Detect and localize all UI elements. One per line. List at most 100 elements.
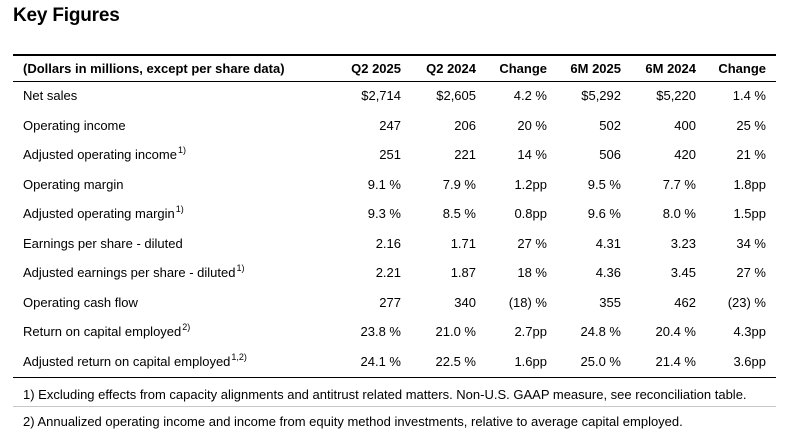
value-cell-q2-2024: 206 [454,117,476,133]
value-cell-6m-2024: 8.0 % [662,206,696,221]
value-cell-6m-change: 34 % [736,235,766,251]
row-label-cell: Adjusted return on capital employed1,2) [23,351,247,373]
value-cell-6m-change: 21 % [736,147,766,162]
value-cell-6m-2025: 4.36 [595,265,621,280]
page-title: Key Figures [13,5,120,26]
table-bottom-rule [13,377,776,378]
value-cell-6m-2025: 355 [599,294,621,310]
column-header-description: (Dollars in millions, except per share d… [23,61,285,76]
table-row: Adjusted operating income1) 251 221 14 % 506… [13,140,776,170]
row-label: Operating income [23,117,126,133]
value-cell-6m-2024: 7.7 % [662,176,696,192]
value-cell-6m-2025: 25.0 % [580,353,621,369]
value-cell-q-change: 14 % [517,147,547,162]
value-cell-q-change: 4.2 % [513,88,547,103]
row-label: Adjusted earnings per share - diluted [23,265,236,280]
row-label: Net sales [23,88,78,103]
value-cell-6m-change: 3.6pp [733,353,766,369]
value-cell-q2-2025: 23.8 % [360,324,401,339]
value-cell-6m-2024: 21.4 % [655,353,696,369]
value-cell-q-change: 0.8pp [514,206,547,221]
column-header-6m-2024: 6M 2024 [645,61,696,76]
table-row: Operating cash flow 277 340 (18) % 355 462 (23… [13,288,776,318]
row-label-cell: Earnings per share - diluted [23,233,183,255]
value-cell-q2-2024: 1.87 [450,265,476,280]
row-label: Earnings per share - diluted [23,235,183,251]
row-label: Adjusted return on capital employed [23,353,231,369]
value-cell-6m-2024: 3.23 [670,235,696,251]
value-cell-6m-2024: $5,220 [656,88,696,103]
table-top-rule [13,54,776,56]
table-row: Net sales $2,714 $2,605 4.2 % $5,292 $5,220 1.… [13,81,776,111]
column-header-q2-2024: Q2 2024 [426,61,476,76]
header-rule [13,81,776,82]
value-cell-q2-2025: 277 [379,294,401,310]
value-cell-6m-change: 1.5pp [733,206,766,221]
value-cell-6m-change: 1.4 % [732,88,766,103]
footnote-2: 2) Annualized operating income and incom… [23,414,683,429]
row-label-cell: Adjusted earnings per share - diluted1) [23,262,244,284]
value-cell-6m-2024: 20.4 % [655,324,696,339]
footnote-marker: 2) [182,322,191,332]
value-cell-6m-2025: 9.5 % [587,176,621,192]
value-cell-q-change: 18 % [517,265,547,280]
value-cell-q2-2025: 251 [379,147,401,162]
value-cell-6m-2024: 3.45 [670,265,696,280]
footnote-marker: 1) [175,204,184,214]
table-row: Operating margin 9.1 % 7.9 % 1.2pp 9.5 % 7.7 … [13,170,776,200]
value-cell-6m-2024: 462 [674,294,696,310]
value-cell-6m-change: 27 % [736,265,766,280]
value-cell-q2-2025: 9.3 % [367,206,401,221]
row-label-cell: Operating cash flow [23,292,138,314]
value-cell-6m-change: 25 % [736,117,766,133]
table-body: Net sales $2,714 $2,605 4.2 % $5,292 $5,220 1.… [13,81,776,376]
value-cell-6m-change: 4.3pp [733,324,766,339]
row-label-cell: Operating income [23,115,126,137]
value-cell-q2-2024: 21.0 % [435,324,476,339]
table-row: Operating income 247 206 20 % 502 400 25 % [13,111,776,141]
value-cell-6m-2024: 420 [674,147,696,162]
row-label: Return on capital employed [23,324,182,339]
table-row: Adjusted operating margin1) 9.3 % 8.5 % 0.8… [13,199,776,229]
table-row: Return on capital employed2) 23.8 % 21.0 %… [13,317,776,347]
footnote-marker: 1) [236,263,245,273]
value-cell-q-change: 27 % [517,235,547,251]
table-header-row: (Dollars in millions, except per share d… [13,57,776,81]
value-cell-q2-2025: 247 [379,117,401,133]
row-label: Operating cash flow [23,294,138,310]
value-cell-6m-change: (23) % [727,294,766,310]
column-header-q-change: Change [499,61,547,76]
value-cell-6m-2025: 24.8 % [580,324,621,339]
value-cell-q2-2024: 340 [454,294,476,310]
value-cell-q-change: 20 % [517,117,547,133]
value-cell-q-change: 1.6pp [514,353,547,369]
column-header-q2-2025: Q2 2025 [351,61,401,76]
row-label-cell: Adjusted operating income1) [23,144,186,166]
key-figures-table: (Dollars in millions, except per share d… [13,57,776,376]
row-label-cell: Net sales [23,85,77,107]
value-cell-q-change: (18) % [508,294,547,310]
column-header-6m-change: Change [718,61,766,76]
value-cell-q-change: 1.2pp [514,176,547,192]
value-cell-6m-2024: 400 [674,117,696,133]
value-cell-q2-2024: 7.9 % [442,176,476,192]
row-label-cell: Operating margin [23,174,123,196]
row-label-cell: Return on capital employed2) [23,321,190,343]
value-cell-6m-2025: 502 [599,117,621,133]
value-cell-q2-2025: 2.21 [375,265,401,280]
value-cell-q2-2024: 8.5 % [442,206,476,221]
row-label: Adjusted operating margin [23,206,175,221]
value-cell-q2-2025: 9.1 % [367,176,401,192]
footnote-marker: 1) [177,145,186,155]
value-cell-q2-2025: 24.1 % [360,353,401,369]
value-cell-q2-2024: 1.71 [450,235,476,251]
value-cell-6m-2025: $5,292 [581,88,621,103]
row-label-cell: Adjusted operating margin1) [23,203,184,225]
value-cell-q2-2025: $2,714 [361,88,401,103]
value-cell-6m-2025: 4.31 [595,235,621,251]
row-label: Adjusted operating income [23,147,177,162]
value-cell-q2-2025: 2.16 [375,235,401,251]
value-cell-q2-2024: 22.5 % [435,353,476,369]
footnote-1: 1) Excluding effects from capacity align… [23,387,747,402]
value-cell-q2-2024: $2,605 [436,88,476,103]
